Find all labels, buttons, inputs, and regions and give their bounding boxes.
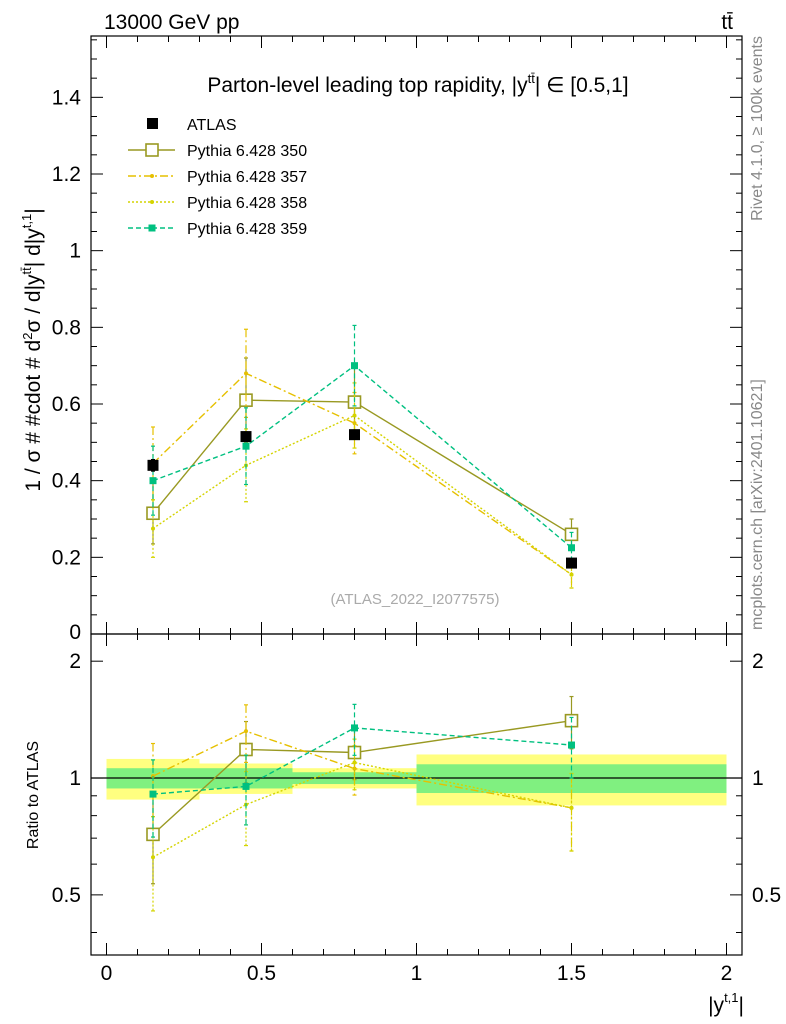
legend-series-1-marker xyxy=(145,143,159,157)
legend-series-3-label: Pythia 6.428 358 xyxy=(187,195,307,212)
series-3-point xyxy=(151,526,155,531)
y-tick-label: 0.4 xyxy=(52,470,82,493)
y-tick-label: 1 xyxy=(69,240,81,263)
ratio-plot-layer: 0.5 0.5 1 1 2 2 xyxy=(52,650,781,933)
series-3-ratio-point xyxy=(151,855,155,860)
x-tick-label: 2 xyxy=(721,962,733,985)
y-axis-label-a: 1 / σ # #cdot # d xyxy=(22,340,45,492)
series-3-ratio-point xyxy=(352,760,357,765)
x-tick-label: 1 xyxy=(411,962,423,985)
legend-atlas-marker xyxy=(147,118,158,129)
x-tick-label: 0.5 xyxy=(247,962,276,985)
series-4-point xyxy=(149,477,157,485)
legend-series-4-marker xyxy=(148,224,156,232)
y-axis-label-c: | d|y xyxy=(22,228,45,267)
series-4-ratio-point xyxy=(242,782,250,790)
ratio-y-axis-label: Ratio to ATLAS xyxy=(25,741,42,849)
y-tick-label: 0.6 xyxy=(52,393,81,416)
ratio-y-tick-label: 1 xyxy=(69,767,81,790)
y-axis-label-b: σ / d|y xyxy=(22,274,45,333)
x-axis-label-a: |y xyxy=(708,994,724,1017)
ratio-y-tick-label: 2 xyxy=(69,650,81,673)
header-process-label: tt̄ xyxy=(721,11,733,34)
series-2-line xyxy=(152,372,572,576)
y-tick-label: 0.8 xyxy=(52,316,81,339)
atlas-data-point xyxy=(349,429,360,441)
series-3-ratio-point xyxy=(569,805,574,810)
legend-series-1-label: Pythia 6.428 350 xyxy=(187,143,307,160)
legend-series-2-marker xyxy=(150,174,154,178)
x-tick-label: 1.5 xyxy=(557,962,586,985)
series-4-point xyxy=(568,544,575,552)
legend-atlas-label: ATLAS xyxy=(187,117,237,134)
chart-title-sup: tt̄ xyxy=(528,71,536,86)
series-3-point xyxy=(569,572,574,577)
analysis-tag: (ATLAS_2022_I2077575) xyxy=(330,591,499,608)
y-tick-label: 1.2 xyxy=(52,163,81,186)
x-axis-label: |yt,1| xyxy=(708,990,744,1017)
ratio-y-tick-label: 0.5 xyxy=(52,884,81,907)
atlas-data-point xyxy=(566,557,577,569)
series-3-line xyxy=(152,414,572,576)
y-axis-label-sup2: tt̄ xyxy=(19,267,34,275)
chart-title: Parton-level leading top rapidity, |ytt̄… xyxy=(207,71,628,97)
series-1-ratio-line xyxy=(152,719,572,835)
y-axis-label: 1 / σ # #cdot # d2σ / d|ytt̄| d|yt,1| xyxy=(19,208,45,491)
ratio-y-tick-label: 0.5 xyxy=(752,884,781,907)
x-axis-label-b: | xyxy=(739,994,744,1017)
rivet-label: Rivet 4.1.0, ≥ 100k events xyxy=(749,36,766,221)
series-4-ratio-point xyxy=(149,790,157,798)
series-4-ratio-point xyxy=(568,741,575,749)
atlas-data-point xyxy=(240,431,252,443)
chart-title-main: Parton-level leading top rapidity, |y xyxy=(207,74,528,97)
x-tick-label: 0 xyxy=(101,962,113,985)
series-2-ratio-point xyxy=(244,729,248,734)
main-plot-layer: 0 0.5 1 1.5 2 0 0.2 0.4 0.6 0.8 1 1.2 1.4 xyxy=(52,36,742,985)
y-tick-label: 1.4 xyxy=(52,86,82,109)
x-axis-label-sup: t,1 xyxy=(724,990,738,1005)
series-2-ratio-line xyxy=(152,730,572,809)
y-axis-label-sup1: 2 xyxy=(20,333,35,340)
ratio-y-tick-label: 2 xyxy=(752,650,764,673)
y-tick-label: 0.2 xyxy=(52,546,81,569)
y-tick-label: 0 xyxy=(69,621,81,644)
mcplots-label: mcplots.cern.ch [arXiv:2401.10621] xyxy=(749,379,766,630)
series-2-point xyxy=(244,371,248,376)
atlas-data-point xyxy=(147,459,159,471)
series-4-ratio-point xyxy=(351,724,358,732)
legend: ATLAS Pythia 6.428 350 Pythia 6.428 357 Pyt… xyxy=(128,117,307,238)
ratio-y-tick-label: 1 xyxy=(752,767,764,790)
legend-series-2-label: Pythia 6.428 357 xyxy=(187,169,307,186)
series-4-point xyxy=(242,442,250,450)
series-3-point xyxy=(352,413,357,418)
legend-series-4-label: Pythia 6.428 359 xyxy=(187,221,307,238)
series-3-ratio-line xyxy=(152,761,572,858)
header-energy-label: 13000 GeV pp xyxy=(104,11,239,34)
legend-series-3-marker xyxy=(150,200,154,204)
chart-title-tail: | ∈ [0.5,1] xyxy=(535,74,629,97)
ratio-plot-frame xyxy=(90,633,743,956)
series-4-line xyxy=(152,364,572,549)
series-4-point xyxy=(351,362,358,370)
y-axis-label-d: | xyxy=(22,208,45,213)
series-4-ratio-line xyxy=(152,727,572,795)
series-1-line xyxy=(152,399,572,535)
y-axis-label-sup3: t,1 xyxy=(19,214,34,228)
